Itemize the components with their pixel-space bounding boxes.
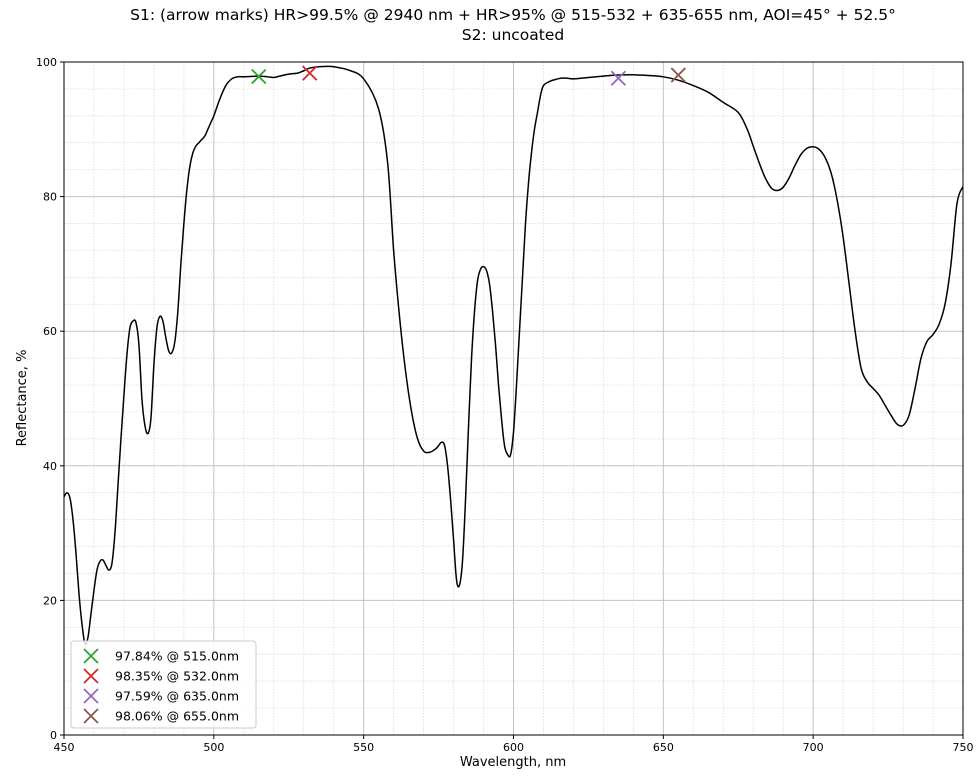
marker-x [670, 67, 686, 83]
legend-marker-stroke-b [83, 708, 99, 724]
y-axis: 0 20 40 60 80 100 [36, 56, 64, 742]
x-tick-label: 500 [203, 741, 224, 754]
x-tick-label: 550 [353, 741, 374, 754]
reflectance-line [63, 65, 964, 646]
legend-marker [83, 708, 99, 724]
x-tick-label: 750 [953, 741, 974, 754]
x-tick-label: 600 [503, 741, 524, 754]
legend-label: 97.59% @ 635.0nm [115, 689, 239, 704]
y-tick-label: 60 [43, 325, 57, 338]
x-tick-label: 450 [54, 741, 75, 754]
legend-marker [83, 668, 99, 684]
x-axis: 450 500 550 600 650 700 750 [54, 735, 974, 754]
y-axis-label: Reflectance, % [15, 350, 30, 447]
y-tick-label: 40 [43, 460, 57, 473]
legend-label: 97.84% @ 515.0nm [115, 649, 239, 664]
legend-marker [83, 648, 99, 664]
marker-x-stroke-b [302, 65, 318, 81]
y-tick-label: 0 [50, 729, 57, 742]
y-tick-label: 80 [43, 191, 57, 204]
marker-x [610, 70, 627, 86]
series-layer [63, 65, 964, 646]
minor-grid [64, 62, 963, 735]
y-tick-label: 20 [43, 594, 57, 607]
chart-subtitle: S2: uncoated [462, 26, 564, 44]
marker-x-stroke-b [670, 67, 686, 83]
legend-box [70, 640, 257, 729]
legend-marker [83, 688, 99, 704]
y-tick-label: 100 [36, 56, 57, 69]
legend-marker-stroke-b [83, 648, 99, 664]
x-tick-label: 650 [653, 741, 674, 754]
chart-title: S1: (arrow marks) HR>99.5% @ 2940 nm + H… [130, 6, 896, 24]
x-tick-label: 700 [803, 741, 824, 754]
marker-x [251, 68, 267, 85]
plot-area [63, 61, 964, 736]
legend-label: 98.06% @ 655.0nm [115, 709, 239, 724]
x-axis-label: Wavelength, nm [460, 755, 566, 770]
legend-label: 98.35% @ 532.0nm [115, 669, 239, 684]
marker-x [302, 65, 318, 81]
legend-marker-stroke-b [83, 688, 99, 704]
legend-marker-stroke-b [83, 668, 99, 684]
legend-items: 97.84% @ 515.0nm 98.35% @ 532.0nm 97.59% @… [83, 648, 239, 724]
marker-x-stroke-b [610, 70, 627, 86]
marker-layer [251, 65, 686, 86]
marker-x-stroke-b [251, 68, 267, 85]
legend: 97.84% @ 515.0nm 98.35% @ 532.0nm 97.59% @… [70, 640, 257, 729]
